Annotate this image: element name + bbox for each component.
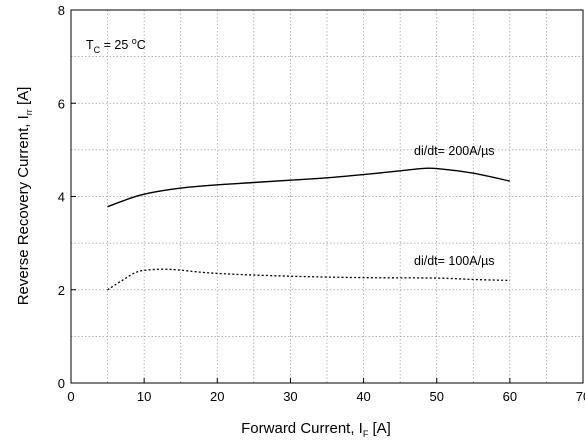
grid (71, 10, 583, 383)
condition-label: TC = 25 oC (86, 36, 146, 55)
y-tick-label: 2 (58, 283, 65, 298)
x-tick-label: 10 (137, 389, 151, 404)
y-tick-label: 4 (58, 190, 65, 205)
x-tick-label: 40 (356, 389, 370, 404)
x-tick-label: 0 (67, 389, 74, 404)
series-line-1 (107, 268, 510, 291)
x-tick-label: 50 (429, 389, 443, 404)
x-tick-label: 20 (210, 389, 224, 404)
x-axis-label: Forward Current, IF [A] (241, 420, 391, 439)
series-label-100: di/dt= 100A/µs (414, 254, 495, 268)
y-tick-label: 6 (58, 96, 65, 111)
x-tick-label: 60 (503, 389, 517, 404)
x-tick-label: 70 (576, 389, 585, 404)
series-line-0 (107, 167, 511, 208)
x-tick-label: 30 (283, 389, 297, 404)
y-tick-label: 0 (58, 376, 65, 391)
series-label-200: di/dt= 200A/µs (414, 144, 495, 158)
series-group (107, 167, 511, 291)
ticks: 0 10 20 30 40 50 60 70 0 2 4 6 8 (58, 3, 585, 404)
y-tick-label: 8 (58, 3, 65, 18)
y-axis-label: Reverse Recovery Current, Irr [A] (15, 87, 34, 306)
